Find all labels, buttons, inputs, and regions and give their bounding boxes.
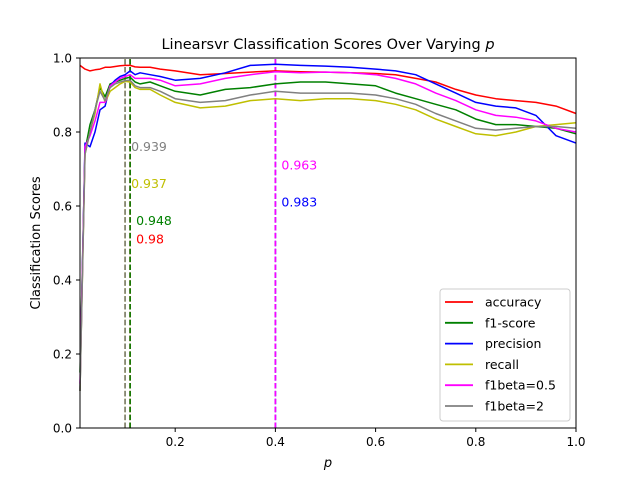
reference-lines — [124, 58, 277, 428]
x-tick-label: 0.2 — [166, 435, 185, 449]
legend: accuracy f1-score precision recall f1beta=0.… — [439, 288, 571, 422]
legend-label-f1beta-2: f1beta=2 — [485, 399, 544, 414]
y-tick-label: 1.0 — [53, 52, 72, 66]
plot-frame — [79, 57, 577, 429]
legend-label-precision: precision — [485, 336, 541, 351]
series-line-f1-score — [79, 76, 577, 373]
series-line-f1beta-2 — [79, 79, 577, 392]
legend-label-accuracy: accuracy — [485, 295, 542, 310]
legend-items: accuracy f1-score precision recall f1beta=0.… — [445, 295, 556, 414]
chart-title-variable: p — [484, 37, 494, 53]
annotation-label: 0.98 — [136, 231, 164, 246]
x-axis-label: p — [323, 456, 332, 471]
series-line-accuracy — [79, 64, 577, 115]
legend-label-f1beta-0-5: f1beta=0.5 — [485, 378, 556, 393]
annotation-label: 0.939 — [131, 139, 167, 154]
annotation-label: 0.937 — [131, 176, 167, 191]
y-tick-label: 0.2 — [53, 348, 72, 362]
annotation-label: 0.963 — [281, 157, 317, 172]
y-tick-label: 0.8 — [53, 126, 72, 140]
chart-title-text: Linearsvr Classification Scores Over Var… — [161, 37, 485, 53]
annotations: 0.939 0.937 0.948 0.98 0.963 0.983 — [131, 139, 317, 247]
y-axis-label: Classification Scores — [29, 176, 44, 310]
series-line-recall — [79, 80, 577, 392]
y-tick-label: 0.4 — [53, 274, 72, 288]
y-axis-ticks: 0.0 0.2 0.4 0.6 0.8 1.0 — [53, 52, 80, 436]
x-tick-label: 0.6 — [366, 435, 385, 449]
x-axis-ticks: 0.2 0.4 0.6 0.8 1.0 — [166, 428, 586, 449]
annotation-label: 0.948 — [136, 213, 172, 228]
legend-label-f1-score: f1-score — [485, 315, 536, 330]
x-tick-label: 0.8 — [466, 435, 485, 449]
x-tick-label: 1.0 — [566, 435, 585, 449]
chart-title: Linearsvr Classification Scores Over Var… — [161, 37, 494, 53]
annotation-label: 0.983 — [281, 194, 317, 209]
y-tick-label: 0.6 — [53, 200, 72, 214]
series-lines — [79, 63, 577, 392]
legend-label-recall: recall — [485, 357, 519, 372]
y-tick-label: 0.0 — [53, 422, 72, 436]
x-tick-label: 0.4 — [266, 435, 285, 449]
